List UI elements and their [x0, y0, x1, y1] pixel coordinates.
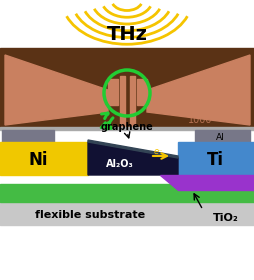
- Bar: [120, 76, 124, 128]
- Bar: [136, 79, 146, 105]
- Text: Al: Al: [215, 132, 224, 141]
- Polygon shape: [5, 55, 108, 125]
- Bar: [177, 142, 254, 175]
- Bar: [0, 200, 254, 225]
- Bar: [0, 0, 254, 65]
- Bar: [0, 184, 254, 202]
- Text: graphene: graphene: [100, 122, 153, 132]
- Text: THz: THz: [106, 25, 147, 43]
- Bar: [108, 79, 118, 105]
- Text: Ni: Ni: [28, 151, 47, 169]
- Bar: [0, 48, 254, 128]
- Polygon shape: [88, 142, 177, 175]
- Bar: [2, 130, 54, 144]
- Text: TiO₂: TiO₂: [212, 213, 238, 223]
- Bar: [130, 76, 134, 128]
- Bar: [194, 130, 249, 144]
- Polygon shape: [146, 55, 249, 125]
- Text: Ti: Ti: [206, 151, 223, 169]
- Text: Al₂O₃: Al₂O₃: [106, 159, 133, 169]
- Bar: [0, 128, 254, 190]
- Text: e⁻: e⁻: [153, 148, 162, 157]
- Text: flexible substrate: flexible substrate: [35, 210, 145, 220]
- FancyArrowPatch shape: [105, 118, 113, 128]
- Polygon shape: [159, 175, 254, 190]
- Bar: [0, 142, 88, 175]
- Bar: [0, 127, 254, 130]
- Text: 1000: 1000: [187, 115, 211, 125]
- Polygon shape: [88, 140, 177, 158]
